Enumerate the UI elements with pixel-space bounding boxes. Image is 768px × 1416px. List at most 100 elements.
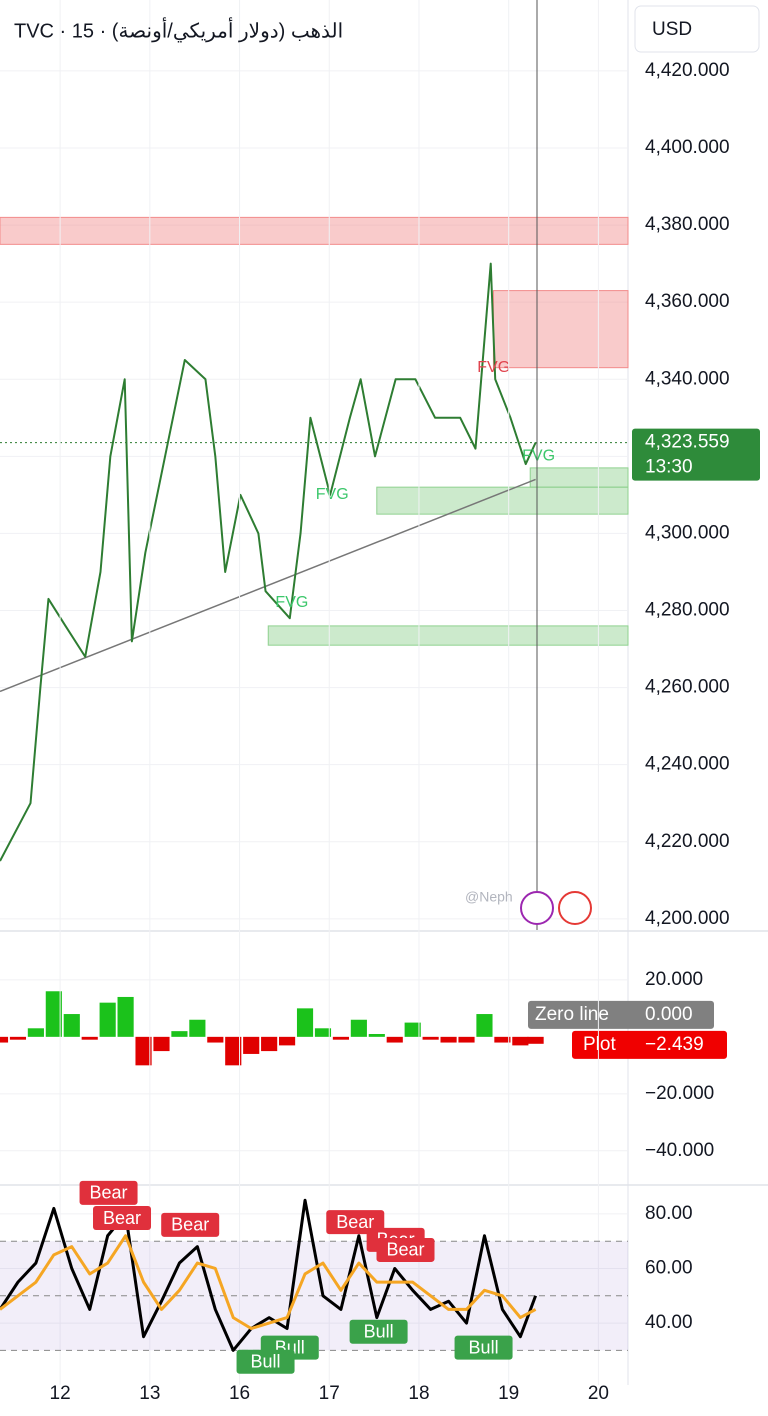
signal-label: Bear bbox=[386, 1240, 424, 1260]
y-tick-label: 4,420.000 bbox=[645, 60, 730, 81]
histogram-bar bbox=[63, 1014, 80, 1037]
signal-box bbox=[161, 1212, 220, 1237]
signal-box bbox=[236, 1349, 295, 1374]
signal-label: Bull bbox=[364, 1322, 394, 1342]
flag-icon[interactable] bbox=[558, 891, 592, 925]
histogram-bar bbox=[261, 1036, 278, 1052]
histogram-bar bbox=[9, 1036, 27, 1040]
last-price-time: 13:30 bbox=[645, 457, 693, 478]
histogram-bar bbox=[422, 1036, 439, 1040]
x-tick-label: 17 bbox=[319, 1383, 340, 1404]
signal-box bbox=[79, 1180, 138, 1205]
histogram-bar bbox=[225, 1036, 242, 1066]
histogram-bar bbox=[332, 1036, 349, 1040]
signal-box bbox=[349, 1319, 408, 1344]
histogram-bar bbox=[189, 1019, 206, 1037]
histogram-bar bbox=[527, 1036, 544, 1044]
annotation: FVG bbox=[522, 448, 555, 465]
chart-title: TVC · 15 · الذهب (دولار أمريكي/أونصة) bbox=[14, 16, 343, 42]
histogram-bar bbox=[171, 1031, 188, 1037]
series-line bbox=[0, 262, 537, 862]
histogram-bar bbox=[207, 1036, 224, 1043]
y-tick-label: −40.000 bbox=[645, 1140, 714, 1161]
y-tick-label: 4,280.000 bbox=[645, 600, 730, 621]
zone bbox=[267, 625, 629, 646]
histogram-bar bbox=[0, 1036, 9, 1043]
x-tick-label: 13 bbox=[139, 1383, 160, 1404]
histogram-bar bbox=[135, 1036, 152, 1066]
signal-box bbox=[376, 1237, 435, 1262]
signal-label: Bull bbox=[251, 1352, 281, 1372]
histogram-bar bbox=[296, 1008, 314, 1037]
plot-name: Plot bbox=[583, 1034, 616, 1055]
histogram-bar bbox=[440, 1036, 457, 1043]
histogram-bar bbox=[27, 1028, 44, 1037]
watermark: @Neph bbox=[465, 889, 513, 905]
plot-value: −2.439 bbox=[645, 1034, 704, 1055]
y-tick-label: 4,340.000 bbox=[645, 368, 730, 389]
panel: 80.00 60.00 40.00 12 13 16 17 18 19 20 Bear Bear Bea… bbox=[0, 0, 693, 1404]
zone bbox=[529, 467, 629, 488]
x-tick-label: 19 bbox=[498, 1383, 519, 1404]
last-price-box bbox=[632, 428, 760, 481]
signal-label: Bear bbox=[90, 1183, 128, 1203]
histogram-bar bbox=[153, 1036, 170, 1052]
histogram-bar bbox=[45, 991, 62, 1037]
histogram-bar bbox=[404, 1022, 421, 1037]
zone bbox=[376, 486, 629, 515]
zero-line-box bbox=[528, 1000, 714, 1029]
y-tick-label: 4,400.000 bbox=[645, 137, 730, 158]
y-tick-label: 4,360.000 bbox=[645, 291, 730, 312]
histogram-bar bbox=[117, 996, 134, 1037]
histogram-bar bbox=[386, 1036, 403, 1043]
y-tick-label: −20.000 bbox=[645, 1083, 714, 1104]
x-tick-label: 18 bbox=[408, 1383, 429, 1404]
zero-line-value: 0.000 bbox=[645, 1004, 693, 1025]
x-tick-label: 12 bbox=[50, 1383, 71, 1404]
x-tick-label: 16 bbox=[229, 1383, 250, 1404]
last-price-label: 4,323.559 bbox=[645, 432, 730, 453]
signal-label: Bear bbox=[336, 1212, 374, 1232]
histogram-bar bbox=[512, 1036, 529, 1046]
signal-label: Bull bbox=[469, 1337, 499, 1357]
x-tick-label: 20 bbox=[588, 1383, 609, 1404]
event-icon[interactable] bbox=[520, 891, 554, 925]
signal-box bbox=[93, 1206, 152, 1231]
histogram-bar bbox=[279, 1036, 296, 1046]
histogram-bar bbox=[350, 1019, 367, 1037]
zero-line-name: Zero line bbox=[535, 1004, 609, 1025]
signal-label: Bear bbox=[171, 1215, 209, 1235]
histogram-bar bbox=[99, 1002, 116, 1037]
histogram-bar bbox=[494, 1036, 511, 1043]
annotation: FVG bbox=[477, 359, 510, 376]
histogram-bar bbox=[314, 1028, 332, 1037]
y-tick-label: 4,260.000 bbox=[645, 677, 730, 698]
histogram-bar bbox=[476, 1014, 493, 1037]
y-tick-label: 4,240.000 bbox=[645, 754, 730, 775]
y-tick-label: 60.00 bbox=[645, 1258, 693, 1279]
y-tick-label: 4,200.000 bbox=[645, 908, 730, 929]
y-tick-label: 20.000 bbox=[645, 969, 703, 990]
panel: 20.000 −20.000 −40.000 Zero line 0.000 Plot −2… bbox=[0, 969, 727, 1161]
signal-label: Bear bbox=[103, 1208, 141, 1228]
series-line bbox=[0, 1234, 537, 1331]
annotation: FVG bbox=[316, 486, 349, 503]
y-tick-label: 4,380.000 bbox=[645, 214, 730, 235]
histogram-bar bbox=[368, 1033, 385, 1037]
trendline bbox=[0, 478, 536, 693]
y-tick-label: 4,300.000 bbox=[645, 522, 730, 543]
y-tick-label: 4,220.000 bbox=[645, 831, 730, 852]
zone bbox=[0, 216, 629, 245]
currency[interactable]: USD bbox=[652, 19, 692, 40]
y-tick-label: 40.00 bbox=[645, 1312, 693, 1333]
series-line bbox=[0, 1198, 537, 1352]
histogram-bar bbox=[243, 1036, 260, 1054]
annotation: FVG bbox=[275, 594, 308, 611]
plot-box bbox=[572, 1030, 727, 1059]
histogram-bar bbox=[81, 1036, 98, 1040]
currency-button[interactable] bbox=[634, 5, 760, 53]
histogram-bar bbox=[458, 1036, 475, 1043]
